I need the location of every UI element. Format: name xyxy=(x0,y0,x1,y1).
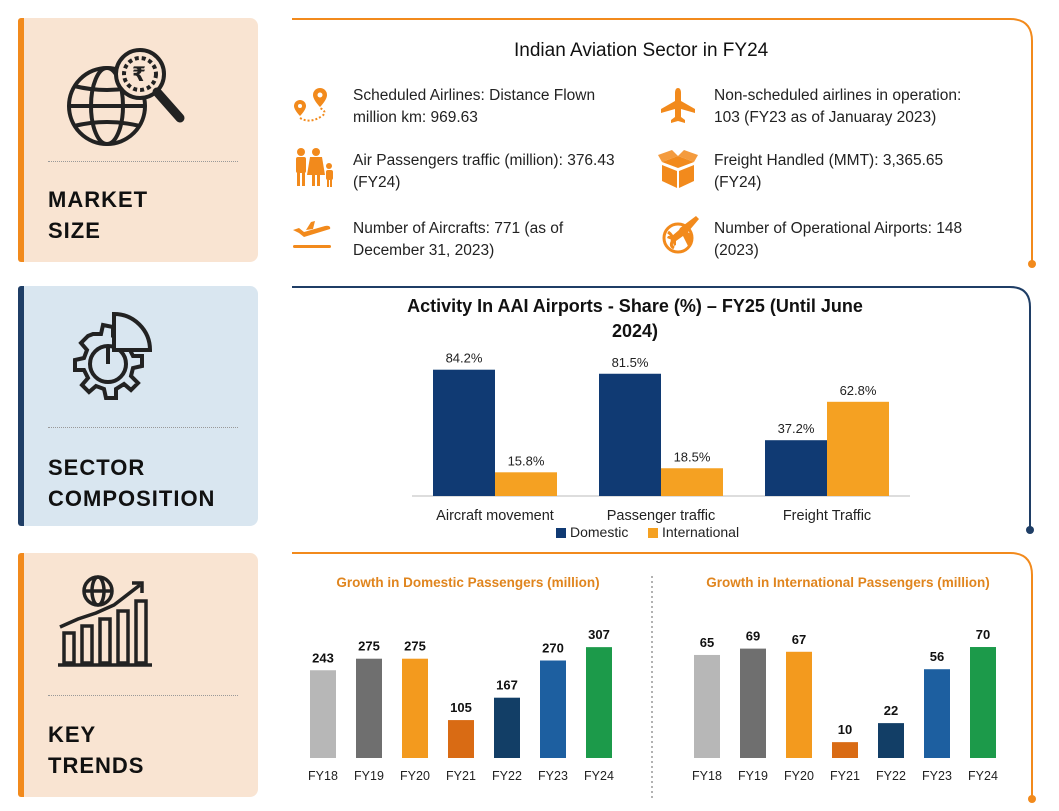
panel-title: SECTOR COMPOSITION xyxy=(48,455,216,511)
legend-swatch-international xyxy=(648,528,658,538)
panel-accent-bar xyxy=(18,18,24,262)
legend-label-domestic: Domestic xyxy=(570,524,628,540)
bar-fy22 xyxy=(878,723,904,758)
data-label: 10 xyxy=(838,722,852,737)
aircraft-takeoff-icon xyxy=(293,221,331,248)
share-bar-chart: 84.2% 15.8% Aircraft movement 81.5% 18.5% Pas… xyxy=(412,351,910,540)
x-tick-label: FY22 xyxy=(492,769,522,783)
data-label: 69 xyxy=(746,629,760,644)
panel-accent-bar xyxy=(18,553,24,797)
domestic-passengers-bar-chart: 243 FY18 275 FY19 275 FY20 105 FY21 167 FY22 270 FY… xyxy=(308,627,614,783)
data-label: 18.5% xyxy=(674,449,711,464)
x-tick-label: FY23 xyxy=(922,769,952,783)
data-label: 81.5% xyxy=(612,355,649,370)
data-label: 62.8% xyxy=(840,383,877,398)
bar-fy22 xyxy=(494,697,520,758)
x-tick-label: FY24 xyxy=(584,769,614,783)
data-label: 67 xyxy=(792,632,806,647)
bar-fy23 xyxy=(540,660,566,758)
bar-fy20 xyxy=(786,651,812,758)
panel-divider xyxy=(48,161,238,162)
market-size-title: Indian Aviation Sector in FY24 xyxy=(514,40,769,61)
x-tick-label: FY22 xyxy=(876,769,906,783)
gear-pie-chart-icon xyxy=(73,311,153,400)
bar-international xyxy=(495,472,557,496)
key-trends-panel: KEY TRENDS xyxy=(18,553,258,797)
legend-label-international: International xyxy=(662,524,739,540)
x-tick-label: FY23 xyxy=(538,769,568,783)
data-label: 307 xyxy=(588,627,610,642)
bar-fy23 xyxy=(924,669,950,758)
bar-fy20 xyxy=(402,658,428,758)
globe-growth-bars-icon xyxy=(58,575,152,667)
x-tick-label: Freight Traffic xyxy=(783,508,871,524)
bar-fy19 xyxy=(356,658,382,758)
x-tick-label: FY19 xyxy=(738,769,768,783)
bar-domestic xyxy=(765,440,827,496)
bar-domestic xyxy=(599,373,661,496)
stat-number-of-aircrafts: Number of Aircrafts: 771 (as of December … xyxy=(353,220,564,259)
x-tick-label: Aircraft movement xyxy=(436,508,554,524)
data-label: 65 xyxy=(700,635,714,650)
x-tick-label: FY21 xyxy=(830,769,860,783)
stat-distance-flown: Scheduled Airlines: Distance Flown millio… xyxy=(353,87,596,126)
legend-swatch-domestic xyxy=(556,528,566,538)
stat-operational-airports: Number of Operational Airports: 148 (2023… xyxy=(714,220,963,259)
panel-divider xyxy=(48,427,238,428)
x-tick-label: FY19 xyxy=(354,769,384,783)
market-size-panel: ₹ MARKET SIZE xyxy=(18,18,258,262)
bar-fy24 xyxy=(586,647,612,758)
x-tick-label: FY24 xyxy=(968,769,998,783)
bar-international xyxy=(827,401,889,496)
x-tick-label: FY18 xyxy=(308,769,338,783)
panel-divider xyxy=(48,695,238,696)
chart-title: Growth in Domestic Passengers (million) xyxy=(336,575,600,590)
data-label: 275 xyxy=(404,639,426,654)
x-tick-label: Passenger traffic xyxy=(607,508,716,524)
sector-composition-panel: SECTOR COMPOSITION xyxy=(18,286,258,526)
bar-fy24 xyxy=(970,647,996,758)
panel-title: MARKET SIZE xyxy=(48,187,149,243)
stat-non-scheduled-airlines: Non-scheduled airlines in operation: 103 … xyxy=(714,87,962,126)
bar-domestic xyxy=(433,369,495,496)
chart-title: Growth in International Passengers (mill… xyxy=(706,575,990,590)
data-label: 70 xyxy=(976,627,990,642)
svg-text:₹: ₹ xyxy=(132,64,146,86)
bar-international xyxy=(661,468,723,496)
airplane-icon xyxy=(661,88,695,123)
x-tick-label: FY21 xyxy=(446,769,476,783)
globe-rupee-magnifier-icon: ₹ xyxy=(67,48,185,146)
bar-fy18 xyxy=(310,670,336,758)
data-label: 84.2% xyxy=(446,351,483,366)
data-label: 243 xyxy=(312,650,334,665)
data-label: 22 xyxy=(884,703,898,718)
international-passengers-bar-chart: 65 FY18 69 FY19 67 FY20 10 FY21 22 FY22 56 FY23 70 FY… xyxy=(692,627,998,783)
bar-fy18 xyxy=(694,654,720,758)
stat-freight-handled: Freight Handled (MMT): 3,365.65 (FY24) xyxy=(714,152,944,191)
x-tick-label: FY20 xyxy=(784,769,814,783)
bar-fy19 xyxy=(740,648,766,758)
data-label: 270 xyxy=(542,641,564,656)
panel-accent-bar xyxy=(18,286,24,526)
data-label: 15.8% xyxy=(508,453,545,468)
data-label: 105 xyxy=(450,700,472,715)
x-tick-label: FY18 xyxy=(692,769,722,783)
data-label: 37.2% xyxy=(778,421,815,436)
airport-globe-icon xyxy=(662,216,699,254)
panel-title: KEY TRENDS xyxy=(48,722,145,778)
chart-title: Activity In AAI Airports - Share (%) – F… xyxy=(407,296,863,341)
data-label: 167 xyxy=(496,678,518,693)
route-pin-icon xyxy=(294,88,327,122)
passengers-icon xyxy=(296,148,333,187)
bar-fy21 xyxy=(448,720,474,758)
bar-fy21 xyxy=(832,742,858,758)
freight-box-icon xyxy=(658,150,698,188)
stat-air-passengers: Air Passengers traffic (million): 376.43… xyxy=(353,152,615,191)
x-tick-label: FY20 xyxy=(400,769,430,783)
data-label: 275 xyxy=(358,639,380,654)
data-label: 56 xyxy=(930,649,944,664)
